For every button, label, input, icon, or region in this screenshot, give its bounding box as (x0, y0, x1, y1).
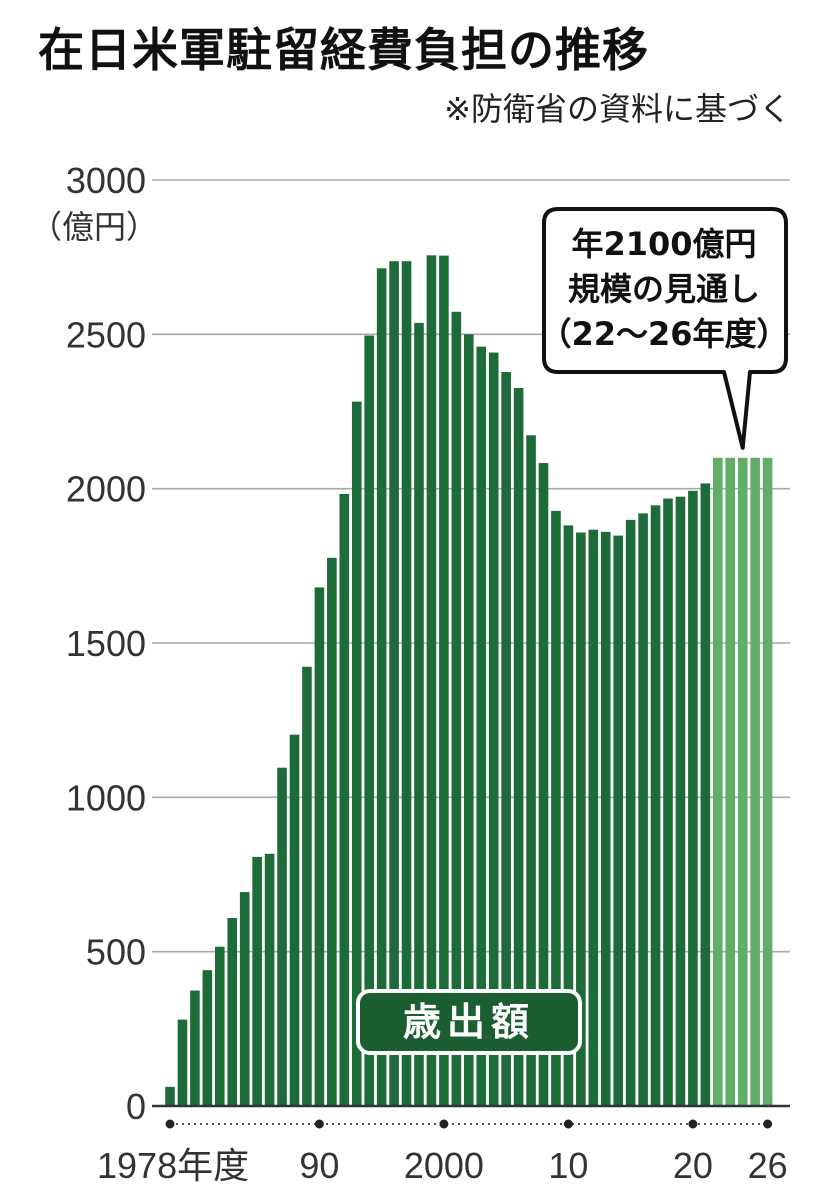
bar (538, 463, 549, 1106)
y-tick-label: 1500 (66, 623, 146, 664)
y-tick-label: 1000 (66, 777, 146, 818)
bar (414, 322, 424, 1106)
y-axis-unit: （億円） (30, 208, 158, 246)
y-tick-label: 2500 (66, 314, 146, 355)
bar (501, 371, 511, 1106)
x-tick-dot (165, 1119, 175, 1129)
x-tick-dot (314, 1119, 324, 1129)
x-tick-dot (439, 1119, 449, 1129)
x-tick-dot (763, 1119, 773, 1129)
y-tick-label: 3000 (66, 160, 146, 201)
bar (513, 388, 524, 1106)
x-tick-label: 1978年度 (97, 1145, 249, 1186)
x-axis (152, 1104, 790, 1125)
bar (351, 401, 362, 1106)
bar (576, 532, 586, 1106)
x-tick-dot (688, 1119, 698, 1129)
bar (376, 268, 387, 1106)
bar (451, 311, 462, 1106)
bar (439, 255, 449, 1106)
bar (165, 1086, 175, 1106)
callout-line-3: （22〜26年度） (539, 315, 788, 353)
bar (190, 990, 200, 1106)
y-tick-label: 2000 (66, 469, 146, 510)
bar (339, 493, 350, 1106)
series-label: 歳出額 (403, 1000, 535, 1044)
y-axis-ticks: 0 500 1000 1500 2000 2500 3000 (66, 160, 146, 1127)
bar (725, 457, 736, 1106)
bar (227, 918, 238, 1106)
bar (364, 335, 374, 1106)
bar (327, 557, 337, 1106)
bar-series (165, 255, 773, 1107)
bar (252, 856, 262, 1106)
bar (277, 767, 287, 1106)
bar (625, 519, 636, 1106)
callout-bubble (542, 207, 788, 450)
bar (563, 525, 574, 1106)
callout-line-1: 年2100億円 (571, 225, 756, 263)
bar (688, 490, 698, 1106)
annotation-callout: 年2100億円 規模の見通し （22〜26年度） (539, 207, 789, 450)
bar (650, 505, 661, 1106)
bar (314, 587, 325, 1106)
bar (713, 457, 723, 1106)
y-tick-label: 500 (86, 932, 146, 973)
bar (588, 529, 599, 1106)
x-tick-label: 2000 (404, 1145, 484, 1186)
bar (215, 946, 225, 1106)
bar (638, 513, 648, 1106)
bar (202, 970, 213, 1106)
x-tick-label: 20 (673, 1145, 713, 1186)
callout-line-2: 規模の見通し (568, 270, 760, 308)
x-tick-dot (563, 1119, 573, 1129)
bar (426, 255, 437, 1106)
bar (389, 261, 399, 1106)
x-tick-label: 90 (299, 1145, 339, 1186)
bar (464, 334, 474, 1106)
bar (239, 892, 250, 1106)
x-axis-ticks: 1978年度 90 2000 10 20 26 (97, 1119, 788, 1186)
bar (700, 483, 711, 1107)
bar (264, 853, 275, 1106)
bar (750, 457, 760, 1106)
x-tick-label: 10 (548, 1145, 588, 1186)
bar (762, 457, 773, 1106)
chart-title: 在日米軍駐留経費負担の推移 (38, 23, 649, 77)
bar (401, 261, 412, 1106)
y-tick-label: 0 (126, 1086, 146, 1127)
bar (476, 346, 487, 1106)
bar (737, 457, 748, 1106)
bar (289, 734, 300, 1106)
bar (600, 531, 611, 1106)
bar (488, 352, 499, 1106)
source-note: ※防衛省の資料に基づく (444, 90, 791, 128)
bar (613, 535, 623, 1106)
bar (663, 498, 673, 1106)
bar (302, 666, 312, 1106)
x-tick-label: 26 (748, 1145, 788, 1186)
bar (551, 510, 561, 1107)
bar (675, 496, 686, 1106)
bar (177, 1019, 188, 1106)
series-label-box: 歳出額 (356, 989, 582, 1055)
bar (526, 435, 536, 1106)
